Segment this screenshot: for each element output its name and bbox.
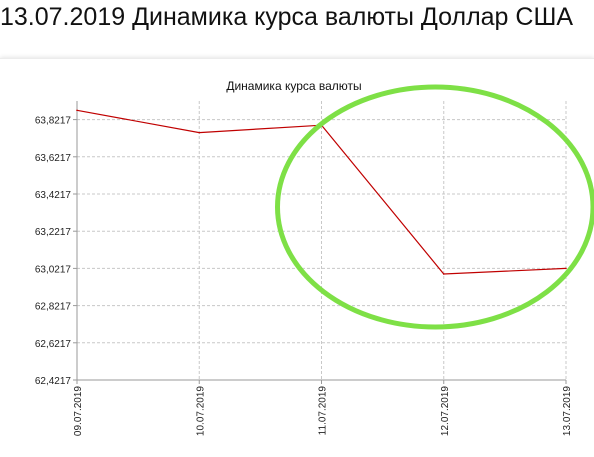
x-tick-label: 13.07.2019: [562, 386, 573, 436]
x-tick-label: 12.07.2019: [440, 386, 451, 436]
y-tick-label: 63,8217: [35, 116, 72, 127]
data-point: [198, 131, 201, 134]
line-chart: Динамика курса валюты 62,4217 62,6217 62,8…: [35, 79, 594, 436]
y-tick-label: 62,6217: [35, 339, 72, 350]
grid-layer: [76, 101, 567, 381]
axis-layer: 62,4217 62,6217 62,8217 63,0217 63,2217 63,42…: [35, 101, 573, 436]
y-tick-label: 63,4217: [35, 190, 72, 201]
chart-title: Динамика курса валюты: [226, 79, 361, 93]
chart-card: Динамика курса валюты 62,4217 62,6217 62,8…: [0, 58, 594, 457]
annotation-layer: [275, 84, 594, 330]
page-heading: 13.07.2019 Динамика курса валюты Доллар …: [0, 3, 574, 31]
y-tick-label: 62,8217: [35, 302, 72, 313]
x-tick-label: 11.07.2019: [318, 386, 329, 436]
y-tick-label: 63,2217: [35, 227, 72, 238]
y-tick-label: 62,4217: [35, 376, 72, 387]
x-tick-label: 10.07.2019: [195, 386, 206, 436]
data-point: [442, 273, 445, 275]
y-tick-label: 63,6217: [35, 153, 72, 164]
data-point: [565, 267, 567, 270]
highlight-ellipse: [275, 84, 594, 330]
x-tick-label: 09.07.2019: [73, 386, 84, 436]
data-point: [76, 109, 78, 112]
y-tick-label: 63,0217: [35, 264, 72, 275]
